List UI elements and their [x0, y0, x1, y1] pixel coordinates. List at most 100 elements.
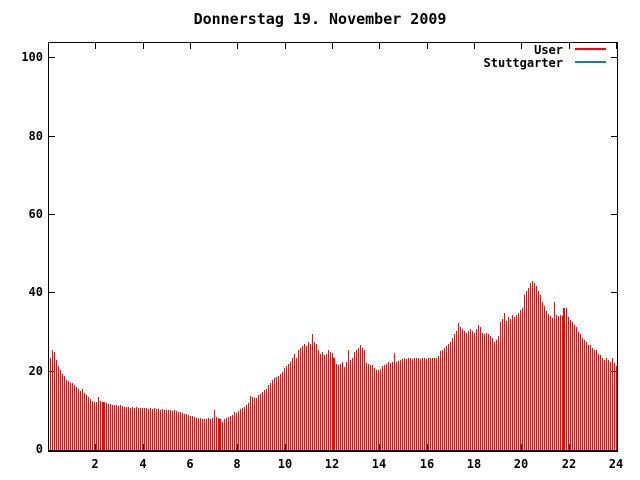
x-tick-label: 4	[139, 457, 147, 471]
bar-user	[298, 350, 299, 450]
bar-user	[462, 329, 463, 450]
bar-user	[552, 318, 553, 450]
bar-user	[530, 283, 531, 450]
y-tick-label: 100	[21, 50, 43, 64]
bar-user	[578, 332, 579, 450]
bar-user	[158, 409, 159, 450]
x-tick-bottom	[285, 444, 286, 450]
bar-user	[170, 410, 171, 450]
bar-user	[333, 358, 335, 450]
bar-user	[610, 362, 611, 450]
bar-user	[164, 410, 165, 450]
bar-user	[322, 352, 323, 450]
bar-user	[114, 405, 115, 450]
bar-user	[532, 281, 533, 450]
bar-user	[196, 418, 197, 450]
bar-user	[148, 409, 149, 450]
bar-user	[244, 407, 245, 450]
bar-user	[508, 317, 509, 450]
bar-user	[524, 295, 525, 450]
legend-label-user: User	[534, 43, 563, 57]
bar-user	[616, 366, 617, 450]
bar-user	[230, 416, 231, 450]
bar-user	[454, 334, 455, 450]
bar-user	[118, 406, 119, 450]
bar-user	[294, 354, 295, 450]
bar-user	[528, 288, 529, 450]
bar-user	[386, 364, 387, 450]
bar-user	[592, 348, 593, 450]
bar-user	[219, 419, 221, 450]
bar-user	[174, 410, 175, 450]
bar-user	[348, 350, 349, 450]
bar-user	[84, 393, 85, 450]
bar-user	[270, 383, 271, 450]
x-tick-top	[616, 43, 617, 49]
bar-user	[200, 418, 201, 450]
bar-user	[74, 385, 75, 450]
x-tick-bottom	[143, 444, 144, 450]
bar-user	[506, 321, 507, 450]
bar-user	[350, 360, 351, 450]
bar-user	[316, 344, 317, 450]
x-tick-label: 24	[608, 457, 624, 471]
bar-user	[278, 376, 279, 450]
bar-user	[182, 413, 183, 450]
bar-user	[144, 408, 145, 450]
bar-user	[550, 316, 551, 450]
x-tick-top	[427, 43, 428, 49]
bar-user	[366, 363, 367, 450]
bar-user	[422, 358, 423, 450]
bar-user	[262, 392, 263, 450]
bar-user	[354, 352, 355, 450]
bar-user	[276, 377, 277, 450]
bar-user	[110, 404, 111, 450]
bar-user	[324, 355, 325, 450]
bar-user	[424, 358, 425, 450]
x-tick-label: 20	[513, 457, 529, 471]
bar-user	[166, 410, 167, 450]
bar-user	[306, 346, 307, 450]
bar-user	[456, 331, 457, 450]
bar-user	[58, 366, 59, 450]
bar-user	[210, 419, 211, 450]
bar-user	[98, 397, 99, 450]
bar-user	[460, 327, 461, 450]
bar-user	[172, 411, 173, 450]
x-tick-top	[237, 43, 238, 49]
bar-user	[88, 397, 89, 450]
bar-user	[152, 409, 153, 450]
bar-user	[432, 358, 433, 450]
x-tick-top	[190, 43, 191, 49]
legend-line-stuttgarter	[575, 60, 606, 63]
bar-user	[540, 295, 541, 450]
bar-user	[304, 344, 305, 450]
bar-user	[586, 342, 587, 450]
bar-user	[198, 418, 199, 450]
bar-user	[216, 417, 217, 450]
bar-user	[76, 387, 77, 450]
bar-user	[302, 346, 303, 450]
bar-user	[120, 405, 121, 450]
bar-user	[362, 348, 363, 450]
bar-user	[156, 409, 157, 450]
bar-user	[448, 344, 449, 450]
bar-user	[542, 302, 543, 450]
bar-user	[218, 418, 219, 450]
bar-user	[312, 334, 313, 450]
bar-user	[254, 398, 255, 450]
bar-user	[212, 418, 213, 450]
bar-user	[206, 419, 207, 450]
bar-user	[440, 351, 441, 450]
bar-user	[476, 329, 477, 450]
bar-user	[162, 409, 163, 450]
bar-user	[558, 316, 559, 450]
bar-user	[286, 366, 287, 450]
bar-user	[374, 368, 375, 450]
bar-user	[566, 308, 567, 450]
bar-user	[186, 414, 187, 450]
bar-user	[582, 338, 583, 450]
bar-user	[68, 381, 69, 450]
bar-user	[284, 368, 285, 450]
bar-user	[468, 331, 469, 450]
